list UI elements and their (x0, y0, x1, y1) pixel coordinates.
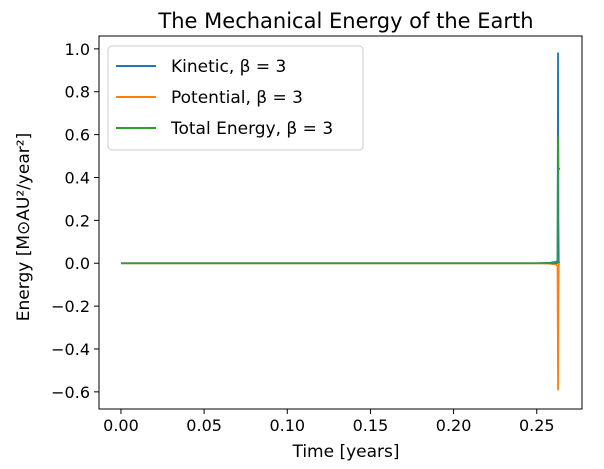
x-tick-label: 0.10 (269, 416, 305, 435)
legend-box (107, 45, 364, 151)
x-tick-label: 0.05 (186, 416, 222, 435)
x-tick-label: 0.15 (353, 416, 389, 435)
x-tick-label: 0.00 (103, 416, 139, 435)
series-line-3 (120, 135, 561, 265)
y-axis-label: Energy [M⊙AU²/year²] (14, 133, 34, 321)
legend: Kinetic, β = 3 Potential, β = 3 Total Ener… (107, 45, 364, 151)
x-tick-label: 0.25 (519, 416, 555, 435)
y-tick-label: 0.0 (65, 254, 90, 273)
legend-label-2: Potential, β = 3 (171, 88, 303, 108)
y-tick-label: 0.4 (65, 168, 90, 187)
y-tick-label: 1.0 (65, 40, 90, 59)
series-layer (120, 52, 561, 391)
y-tick-label: −0.6 (51, 383, 90, 402)
y-tick-label: −0.2 (51, 297, 90, 316)
x-axis: 0.00 0.05 0.10 0.15 0.20 0.25 (103, 409, 555, 435)
x-tick-label: 0.20 (436, 416, 472, 435)
x-axis-label: Time [years] (291, 442, 399, 462)
legend-label-3: Total Energy, β = 3 (170, 119, 333, 139)
axes-frame (98, 35, 583, 410)
y-tick-label: 0.2 (65, 211, 90, 230)
chart-title: The Mechanical Energy of the Earth (157, 9, 533, 33)
y-tick-label: −0.4 (51, 340, 90, 359)
y-tick-label: 0.6 (65, 126, 90, 145)
y-axis: −0.6 −0.4 −0.2 0.0 0.2 0.4 0.6 0.8 1.0 (51, 40, 99, 402)
y-tick-label: 0.8 (65, 83, 90, 102)
y-axis-label-text: Energy [M⊙AU²/year²] (14, 133, 34, 321)
legend-label-1: Kinetic, β = 3 (171, 57, 286, 77)
